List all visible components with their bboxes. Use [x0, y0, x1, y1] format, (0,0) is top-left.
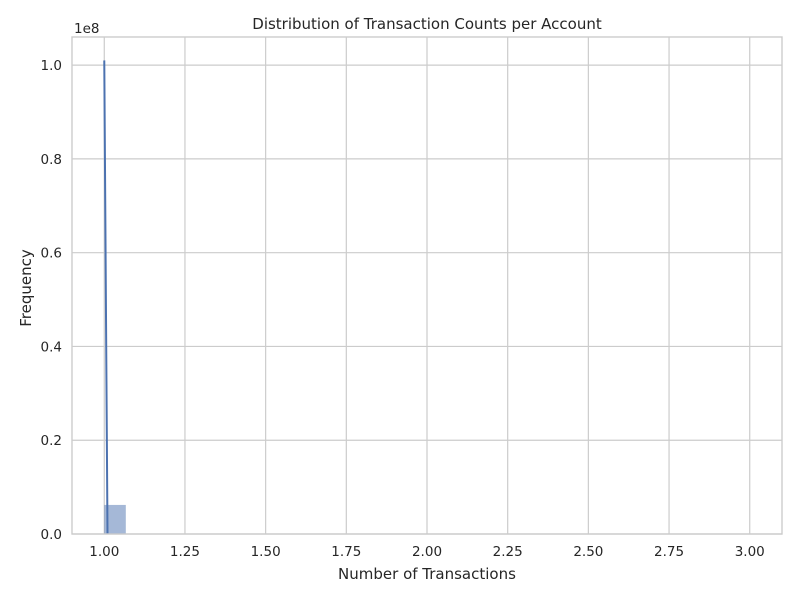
x-tick-label: 3.00 [735, 544, 765, 560]
x-tick-label: 2.25 [493, 544, 523, 560]
y-tick-label: 0.4 [41, 339, 62, 355]
y-tick-label: 0.8 [41, 152, 62, 168]
x-tick-label: 2.00 [412, 544, 442, 560]
x-tick-label: 1.50 [251, 544, 281, 560]
x-tick-label: 1.25 [170, 544, 200, 560]
x-tick-label: 1.75 [331, 544, 361, 560]
x-tick-label: 1.00 [89, 544, 119, 560]
y-tick-label: 1.0 [41, 58, 62, 74]
x-tick-label: 2.50 [573, 544, 603, 560]
histogram-bar [104, 504, 126, 534]
kde-layer [103, 60, 109, 535]
bars-layer [104, 504, 126, 534]
x-tick-labels: 1.00 1.25 1.50 1.75 2.00 2.25 2.50 2.75 3.00 [89, 544, 765, 560]
y-tick-label: 0.6 [41, 246, 62, 262]
y-axis-label: Frequency [17, 249, 35, 327]
chart-title: Distribution of Transaction Counts per A… [252, 15, 602, 33]
y-tick-label: 0.0 [41, 527, 62, 543]
x-tick-label: 2.75 [654, 544, 684, 560]
plot-frame [71, 36, 783, 535]
y-tick-label: 0.2 [41, 433, 62, 449]
x-axis-label: Number of Transactions [338, 565, 516, 583]
y-offset-label: 1e8 [74, 21, 99, 37]
grid-layer [72, 37, 782, 535]
y-tick-labels: 0.0 0.2 0.4 0.6 0.8 1.0 [41, 58, 62, 543]
kde-line [103, 60, 109, 535]
